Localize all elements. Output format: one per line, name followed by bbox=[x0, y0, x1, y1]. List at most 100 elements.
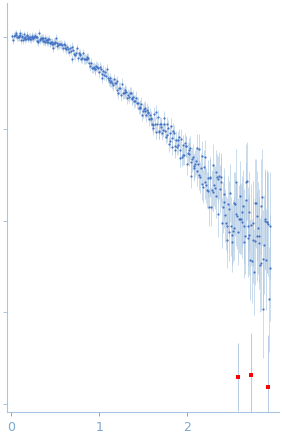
Point bbox=[147, 115, 151, 122]
Point bbox=[204, 182, 208, 189]
Point bbox=[38, 35, 42, 42]
Point bbox=[74, 49, 78, 56]
Point bbox=[14, 30, 19, 37]
Point bbox=[97, 68, 101, 75]
Point bbox=[195, 168, 200, 175]
Point bbox=[158, 121, 162, 128]
Point bbox=[250, 220, 255, 227]
Point bbox=[235, 212, 239, 219]
Point bbox=[109, 78, 114, 85]
Point bbox=[58, 41, 62, 48]
Point bbox=[106, 77, 111, 84]
Point bbox=[155, 121, 159, 128]
Point bbox=[80, 55, 84, 62]
Point bbox=[44, 36, 48, 43]
Point bbox=[160, 129, 164, 136]
Point bbox=[75, 45, 79, 52]
Point bbox=[186, 149, 190, 156]
Point bbox=[237, 215, 241, 222]
Point bbox=[250, 257, 254, 264]
Point bbox=[180, 142, 185, 149]
Point bbox=[61, 45, 65, 52]
Point bbox=[88, 62, 92, 69]
Point bbox=[260, 193, 264, 200]
Point bbox=[182, 151, 186, 158]
Point bbox=[12, 31, 17, 38]
Point bbox=[134, 94, 138, 101]
Point bbox=[151, 121, 155, 128]
Point bbox=[219, 179, 224, 186]
Point bbox=[266, 384, 270, 391]
Point bbox=[42, 38, 46, 45]
Point bbox=[19, 37, 23, 44]
Point bbox=[32, 34, 36, 41]
Point bbox=[23, 34, 28, 41]
Point bbox=[85, 54, 90, 61]
Point bbox=[66, 46, 70, 53]
Point bbox=[110, 80, 114, 87]
Point bbox=[264, 218, 269, 225]
Point bbox=[31, 34, 36, 41]
Point bbox=[52, 39, 57, 46]
Point bbox=[36, 37, 41, 44]
Point bbox=[153, 121, 157, 128]
Point bbox=[90, 65, 94, 72]
Point bbox=[25, 33, 30, 40]
Point bbox=[21, 37, 25, 44]
Point bbox=[234, 178, 239, 185]
Point bbox=[213, 193, 218, 200]
Point bbox=[244, 179, 248, 186]
Point bbox=[172, 147, 177, 154]
Point bbox=[67, 49, 71, 55]
Point bbox=[178, 146, 183, 153]
Point bbox=[169, 144, 174, 151]
Point bbox=[32, 33, 37, 40]
Point bbox=[98, 66, 103, 73]
Point bbox=[210, 188, 215, 195]
Point bbox=[84, 55, 89, 62]
Point bbox=[147, 111, 152, 118]
Point bbox=[127, 93, 131, 100]
Point bbox=[98, 64, 102, 71]
Point bbox=[96, 64, 100, 71]
Point bbox=[137, 104, 142, 111]
Point bbox=[153, 108, 158, 115]
Point bbox=[76, 50, 81, 57]
Point bbox=[163, 127, 168, 134]
Point bbox=[136, 104, 141, 111]
Point bbox=[175, 137, 180, 144]
Point bbox=[41, 38, 46, 45]
Point bbox=[196, 160, 200, 167]
Point bbox=[120, 89, 125, 96]
Point bbox=[241, 203, 245, 210]
Point bbox=[139, 101, 144, 108]
Point bbox=[62, 42, 67, 49]
Point bbox=[219, 174, 223, 181]
Point bbox=[17, 34, 21, 41]
Point bbox=[239, 215, 243, 222]
Point bbox=[186, 151, 191, 158]
Point bbox=[47, 39, 52, 46]
Point bbox=[173, 143, 178, 150]
Point bbox=[146, 109, 151, 116]
Point bbox=[268, 222, 273, 229]
Point bbox=[212, 182, 216, 189]
Point bbox=[218, 186, 222, 193]
Point bbox=[94, 63, 98, 70]
Point bbox=[138, 104, 143, 111]
Point bbox=[148, 114, 153, 121]
Point bbox=[258, 203, 263, 210]
Point bbox=[193, 160, 197, 167]
Point bbox=[64, 46, 69, 53]
Point bbox=[199, 153, 204, 160]
Point bbox=[91, 64, 95, 71]
Point bbox=[142, 105, 146, 112]
Point bbox=[183, 142, 188, 149]
Point bbox=[104, 72, 108, 79]
Point bbox=[108, 78, 113, 85]
Point bbox=[247, 231, 252, 238]
Point bbox=[190, 156, 195, 163]
Point bbox=[217, 172, 221, 179]
Point bbox=[213, 184, 217, 191]
Point bbox=[48, 40, 52, 47]
